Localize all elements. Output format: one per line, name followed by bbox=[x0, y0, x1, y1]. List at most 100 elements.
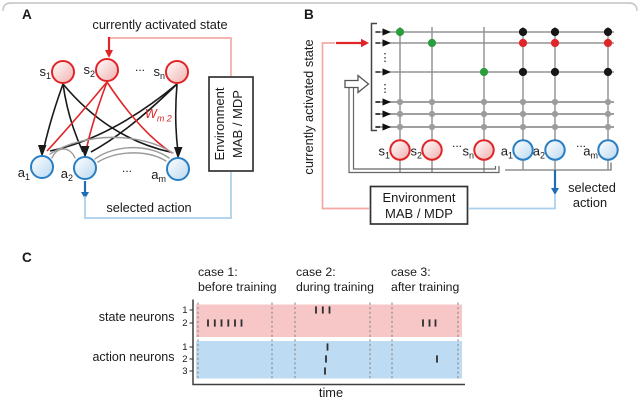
action-neuron-a2-circle bbox=[544, 139, 566, 161]
synapse-dot-green bbox=[427, 38, 437, 48]
synapse-dot-gray bbox=[396, 123, 404, 131]
synapse-dot-gray bbox=[604, 98, 612, 106]
synapse-dot-red bbox=[550, 38, 560, 48]
panel-b-left-caption: currently activated state bbox=[301, 39, 316, 174]
case1-title: case 1: bbox=[198, 265, 238, 279]
row-input-bracket bbox=[370, 22, 377, 132]
action-neuron-am-circle bbox=[166, 157, 190, 181]
selected-action-arrowhead-icon bbox=[81, 192, 89, 199]
state-neuron-sn-circle bbox=[473, 139, 495, 161]
synapse-dot-black bbox=[603, 67, 613, 77]
spike-mark-a1 bbox=[326, 343, 329, 351]
state-neuron-sn-label: sn bbox=[153, 64, 165, 81]
action-ellipsis: ... bbox=[576, 136, 586, 150]
spike-raster-marks bbox=[207, 306, 438, 375]
environment-box-line2: MAB / MDP bbox=[385, 206, 453, 221]
panel-a: A currently activated state bbox=[18, 7, 254, 219]
panel-b-label: B bbox=[304, 7, 314, 22]
state-input-arrowhead-icon bbox=[105, 50, 113, 58]
state-input-arrowhead-icon bbox=[361, 38, 369, 48]
raster-row-ticks bbox=[189, 309, 193, 372]
action-neuron-am-label: am bbox=[151, 167, 166, 184]
synapse-dot-gray bbox=[428, 110, 436, 118]
next-state-loop-inner bbox=[352, 86, 497, 170]
panel-b: B currently activated state bbox=[301, 7, 619, 225]
case3-subtitle: after training bbox=[391, 280, 460, 294]
state-neuron-sn-circle bbox=[165, 60, 189, 84]
selected-action-caption-line2: action bbox=[573, 195, 607, 210]
synapse-dot-gray bbox=[428, 123, 436, 131]
action-neurons-band bbox=[196, 341, 462, 379]
state-neuron-s2-circle bbox=[95, 58, 119, 82]
panel-c: C case 1: before training case 2: during… bbox=[22, 250, 465, 400]
col-label-am: am bbox=[583, 144, 598, 161]
next-state-loop-outer bbox=[348, 86, 500, 174]
action-ellipsis: ... bbox=[122, 161, 132, 175]
synapse-dot-green bbox=[395, 27, 405, 37]
panel-a-bottom-caption: selected action bbox=[106, 200, 191, 215]
panel-a-network-edges bbox=[38, 81, 183, 159]
state-ellipsis: ... bbox=[452, 136, 462, 150]
row-input-arrows bbox=[375, 28, 391, 131]
spike-mark-s2 bbox=[428, 319, 431, 327]
rows-vertical-ellipsis: ⋮ bbox=[380, 83, 391, 95]
state-neurons-group-label: state neurons bbox=[99, 310, 175, 324]
synapse-dot-gray bbox=[480, 110, 488, 118]
action-neuron-a1-label: a1 bbox=[18, 165, 30, 182]
state-feedback-line-b bbox=[321, 42, 369, 210]
environment-box bbox=[369, 185, 469, 225]
case3-title: case 3: bbox=[391, 265, 431, 279]
spike-mark-s1 bbox=[315, 306, 317, 314]
synapse-dot-gray bbox=[551, 123, 559, 131]
spike-mark-s1 bbox=[328, 306, 331, 314]
synapse-dot-gray bbox=[604, 110, 612, 118]
spike-mark-s2 bbox=[213, 319, 216, 327]
next-state-hollow-arrow-icon bbox=[344, 74, 370, 94]
case2-subtitle: during training bbox=[296, 280, 374, 294]
edge-arrowhead-icon bbox=[81, 146, 90, 158]
col-label-a2: a2 bbox=[533, 144, 545, 161]
state-neuron-s1-circle bbox=[51, 60, 75, 84]
synapse-dot-black bbox=[550, 27, 560, 37]
synapse-dot-gray bbox=[551, 98, 559, 106]
synapse-dot-gray bbox=[396, 110, 404, 118]
spike-mark-s2 bbox=[240, 319, 243, 327]
panel-a-top-caption: currently activated state bbox=[92, 17, 227, 32]
panel-c-label: C bbox=[22, 250, 32, 265]
synapse-dot-gray bbox=[519, 123, 527, 131]
spike-mark-s2 bbox=[220, 319, 223, 327]
col-label-a1: a1 bbox=[501, 144, 513, 161]
synapse-dot-gray bbox=[480, 123, 488, 131]
selected-action-arrowhead-icon bbox=[551, 188, 559, 195]
environment-box-line2: MAB / MDP bbox=[230, 90, 245, 158]
action-neurons-group-label: action neurons bbox=[92, 350, 174, 364]
synapse-dot-gray bbox=[519, 110, 527, 118]
action-row3-tick: 3 bbox=[182, 366, 187, 377]
col-label-s2: s2 bbox=[410, 144, 422, 161]
spike-mark-s2 bbox=[227, 319, 230, 327]
state-feedback-line bbox=[109, 37, 232, 76]
state-row1-tick: 1 bbox=[182, 305, 187, 316]
case-divider-lines bbox=[197, 302, 459, 381]
synapse-dot-red bbox=[603, 38, 613, 48]
col-label-sn: sn bbox=[462, 144, 474, 161]
synapse-dot-gray bbox=[519, 98, 527, 106]
action-row2-tick: 2 bbox=[182, 354, 187, 365]
synapse-dot-black bbox=[603, 27, 613, 37]
synapse-dot-gray bbox=[428, 98, 436, 106]
spike-mark-s2 bbox=[422, 319, 424, 327]
action-neuron-a2-circle bbox=[73, 156, 97, 180]
edge-arrowhead-icon bbox=[38, 145, 47, 157]
state-neuron-s2-circle bbox=[421, 139, 443, 161]
synapse-dot-black bbox=[518, 27, 528, 37]
action-neuron-a1-circle bbox=[30, 155, 54, 179]
case2-title: case 2: bbox=[296, 265, 336, 279]
rows-vertical-ellipsis: ⋮ bbox=[380, 52, 391, 64]
action-output-bus bbox=[505, 162, 612, 171]
panel-a-lateral-inhibition-arcs bbox=[49, 136, 174, 163]
state-row2-tick: 2 bbox=[182, 318, 187, 329]
synapse-dot-gray bbox=[480, 98, 488, 106]
environment-box bbox=[208, 76, 254, 172]
